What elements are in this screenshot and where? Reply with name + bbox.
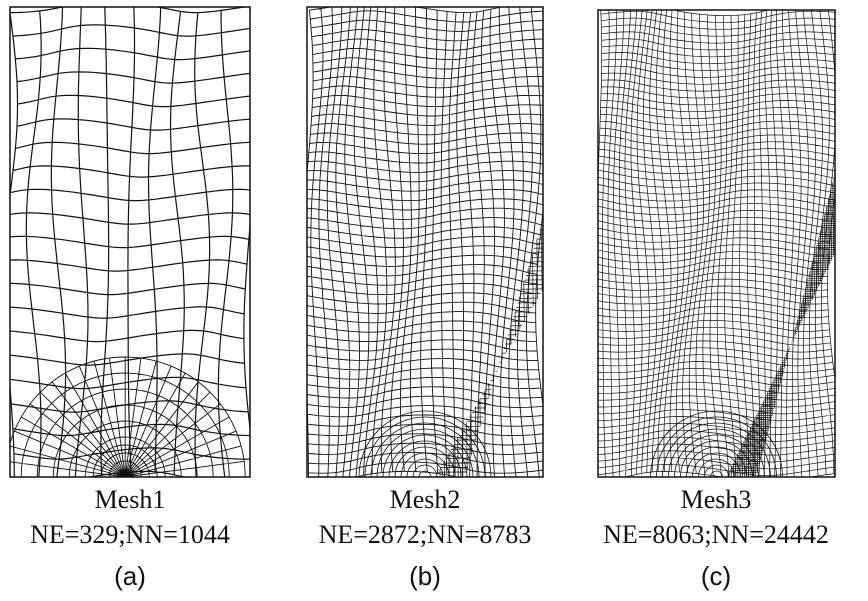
- panel-label: (a): [114, 561, 146, 591]
- figure: Mesh1 NE=329;NN=1044 (a) Mesh2 NE=2872;N…: [0, 0, 868, 601]
- mesh: [4, 1, 256, 482]
- mesh-stats: NE=8063;NN=24442: [603, 520, 829, 549]
- mesh-lines: [4, 1, 256, 482]
- panel-label: (b): [409, 561, 441, 591]
- panel-label: (c): [701, 561, 731, 591]
- mesh-stats: NE=329;NN=1044: [30, 520, 230, 549]
- mesh-title: Mesh3: [681, 485, 752, 514]
- mesh-title: Mesh2: [390, 485, 461, 514]
- mesh-lines: [303, 1, 550, 482]
- mesh: [596, 4, 843, 482]
- mesh: [303, 1, 550, 482]
- mesh-title: Mesh1: [95, 485, 166, 514]
- mesh-stats: NE=2872;NN=8783: [319, 520, 532, 549]
